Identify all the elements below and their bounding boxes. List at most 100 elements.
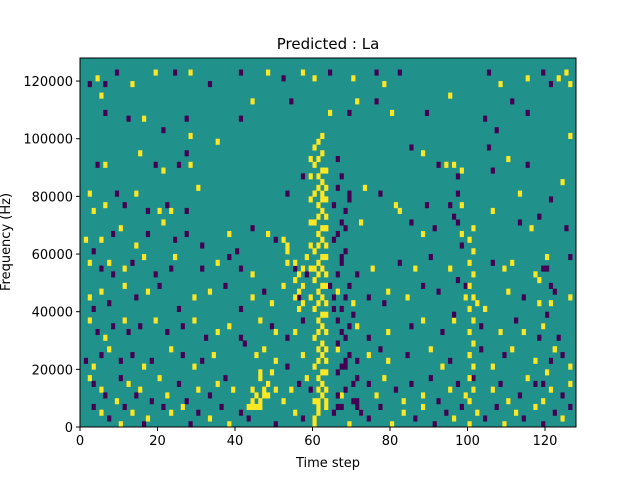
heatmap-cell	[285, 190, 290, 197]
heatmap-cell	[316, 271, 321, 278]
heatmap-cell	[320, 380, 325, 387]
heatmap-cell	[560, 392, 565, 399]
heatmap-cell	[103, 202, 108, 209]
heatmap-cell	[545, 369, 550, 376]
heatmap-cell	[397, 69, 402, 76]
heatmap-cell	[192, 317, 197, 324]
heatmap-cell	[87, 294, 92, 301]
heatmap-cell	[122, 403, 127, 411]
heatmap-cell	[521, 294, 526, 301]
heatmap-cell	[397, 259, 402, 266]
heatmap-cell	[428, 346, 433, 353]
heatmap-cell	[173, 69, 178, 76]
heatmap-cell	[312, 265, 317, 272]
heatmap-cell	[486, 144, 492, 151]
heatmap-cell	[452, 317, 457, 324]
heatmap-cell	[250, 386, 255, 393]
heatmap-cell	[494, 127, 499, 134]
heatmap-cell	[87, 81, 92, 88]
heatmap-cell	[548, 282, 554, 289]
heatmap-cell	[200, 242, 205, 249]
heatmap-cell	[320, 265, 325, 272]
heatmap-cell	[378, 346, 383, 353]
heatmap-cell	[99, 265, 104, 272]
heatmap-cell	[114, 69, 120, 76]
heatmap-cell	[300, 415, 306, 422]
heatmap-cell	[316, 398, 321, 405]
x-tick-label: 80	[382, 434, 399, 449]
heatmap-cell	[436, 288, 441, 295]
heatmap-cell	[196, 184, 201, 191]
heatmap-cell	[258, 398, 263, 405]
heatmap-cell	[165, 392, 170, 399]
heatmap-cell	[316, 357, 321, 364]
heatmap-cell	[548, 357, 554, 364]
heatmap-cell	[533, 403, 538, 411]
heatmap-cell	[467, 398, 472, 405]
heatmap-cell	[169, 265, 174, 272]
heatmap-cell	[502, 421, 507, 428]
heatmap-cell	[273, 421, 278, 428]
heatmap-cell	[320, 282, 325, 289]
heatmap-cell	[312, 421, 317, 428]
heatmap-cell	[483, 305, 488, 312]
heatmap-cell	[328, 109, 333, 116]
heatmap-cell	[324, 300, 329, 307]
heatmap-cell	[312, 75, 317, 82]
heatmap-cell	[366, 352, 371, 359]
heatmap-cell	[463, 282, 468, 289]
heatmap-cell	[320, 340, 325, 347]
heatmap-cell	[548, 81, 554, 88]
heatmap-cell	[312, 161, 317, 168]
heatmap-cell	[316, 375, 321, 382]
heatmap-cell	[339, 392, 344, 399]
heatmap-cell	[479, 346, 484, 353]
heatmap-cell	[145, 207, 151, 214]
heatmap-cell	[103, 81, 108, 88]
heatmap-cell	[459, 230, 464, 238]
heatmap-cell	[428, 254, 433, 261]
heatmap-cell	[370, 265, 375, 272]
heatmap-cell	[448, 386, 453, 393]
heatmap-cell	[269, 300, 275, 307]
heatmap-cell	[273, 328, 278, 336]
heatmap-cell	[99, 236, 104, 243]
heatmap-cell	[378, 403, 383, 411]
heatmap-cell	[269, 323, 275, 330]
heatmap-cell	[107, 300, 112, 307]
heatmap-cell	[316, 317, 321, 324]
heatmap-cell	[479, 323, 484, 330]
heatmap-cell	[289, 98, 294, 105]
heatmap-cell	[285, 363, 290, 370]
heatmap-cell	[339, 363, 344, 370]
heatmap-cell	[568, 132, 573, 140]
heatmap-cell	[552, 346, 557, 353]
heatmap-cell	[467, 236, 472, 243]
heatmap-cell	[548, 300, 554, 307]
heatmap-cell	[343, 207, 348, 214]
heatmap-cell	[258, 317, 263, 324]
heatmap-cell	[335, 288, 340, 295]
heatmap-cell	[316, 242, 321, 249]
heatmap-cell	[316, 213, 321, 220]
heatmap-cell	[324, 346, 329, 353]
heatmap-cell	[316, 386, 321, 393]
heatmap-cell	[300, 69, 306, 76]
heatmap-cell	[483, 415, 488, 422]
heatmap-cell	[448, 92, 453, 99]
heatmap-cell	[126, 380, 131, 387]
heatmap-cell	[320, 311, 325, 318]
y-tick-label: 20000	[32, 363, 73, 378]
heatmap-cell	[114, 190, 120, 197]
heatmap-cell	[533, 357, 538, 364]
heatmap-cell	[490, 259, 495, 266]
heatmap-cell	[87, 190, 92, 197]
heatmap-cell	[324, 167, 329, 174]
heatmap-cell	[533, 380, 538, 387]
heatmap-cell	[91, 207, 96, 214]
heatmap-cell	[308, 173, 313, 180]
heatmap-cell	[173, 236, 178, 243]
x-tick-label: 20	[149, 434, 166, 449]
heatmap-cell	[564, 69, 569, 76]
heatmap-cell	[382, 81, 387, 88]
